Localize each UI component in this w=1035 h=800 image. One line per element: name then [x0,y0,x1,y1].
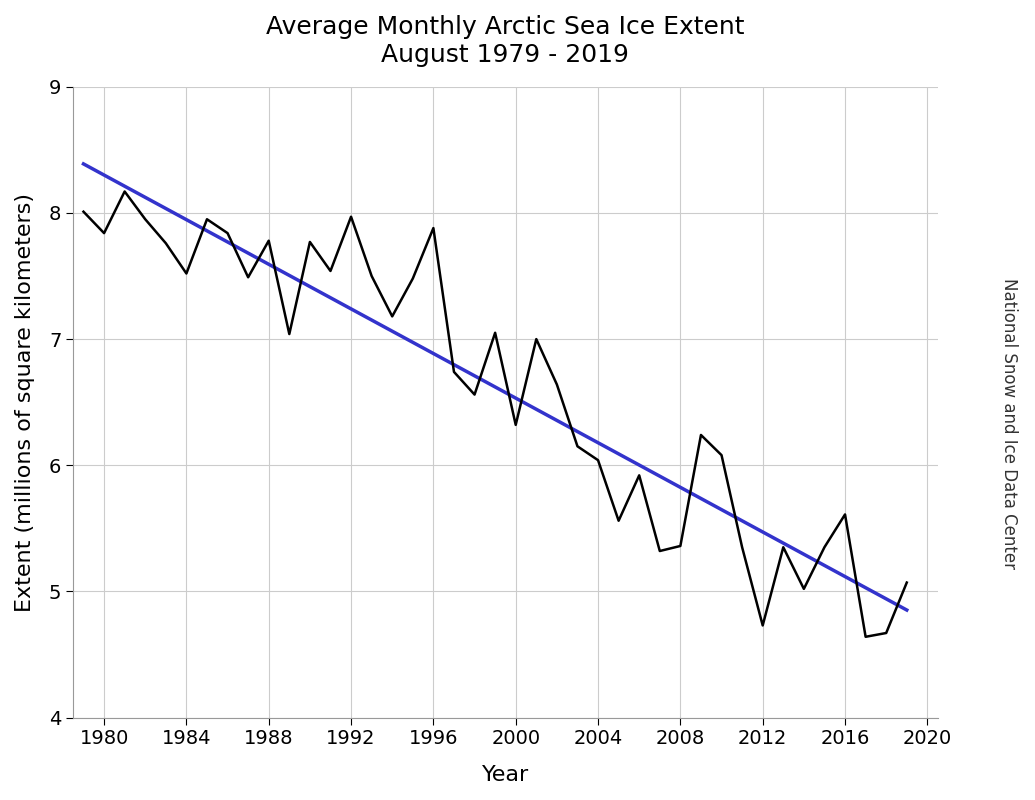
X-axis label: Year: Year [482,765,529,785]
Text: National Snow and Ice Data Center: National Snow and Ice Data Center [1000,278,1018,570]
Title: Average Monthly Arctic Sea Ice Extent
August 1979 - 2019: Average Monthly Arctic Sea Ice Extent Au… [266,15,744,67]
Y-axis label: Extent (millions of square kilometers): Extent (millions of square kilometers) [14,193,35,612]
